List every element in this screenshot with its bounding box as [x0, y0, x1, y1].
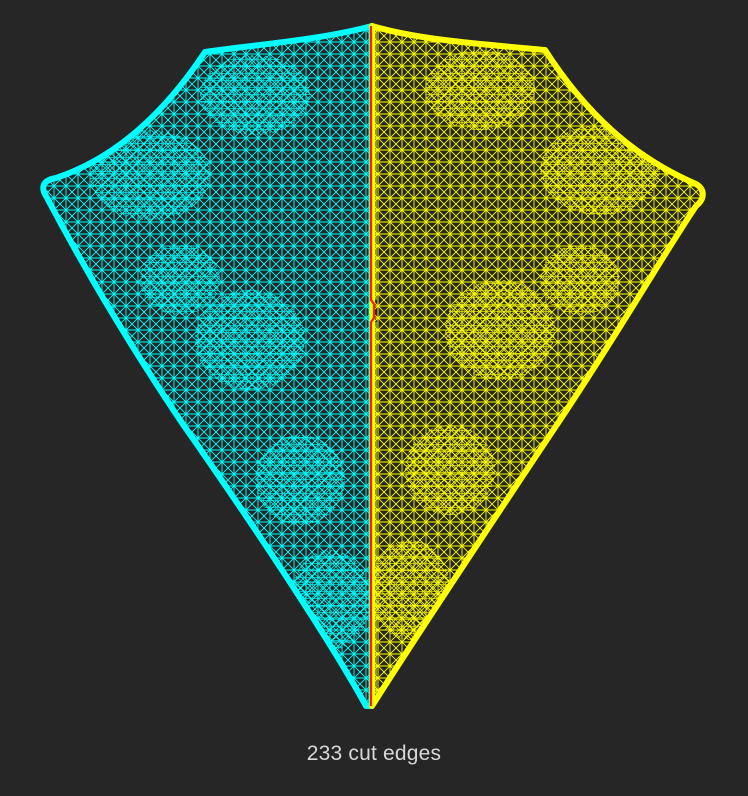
partition-right	[369, 23, 706, 709]
mesh-canvas	[40, 23, 706, 709]
cut-edges	[368, 26, 377, 706]
cut-edges-caption: 233 cut edges	[306, 742, 442, 765]
partition-left	[40, 23, 375, 709]
